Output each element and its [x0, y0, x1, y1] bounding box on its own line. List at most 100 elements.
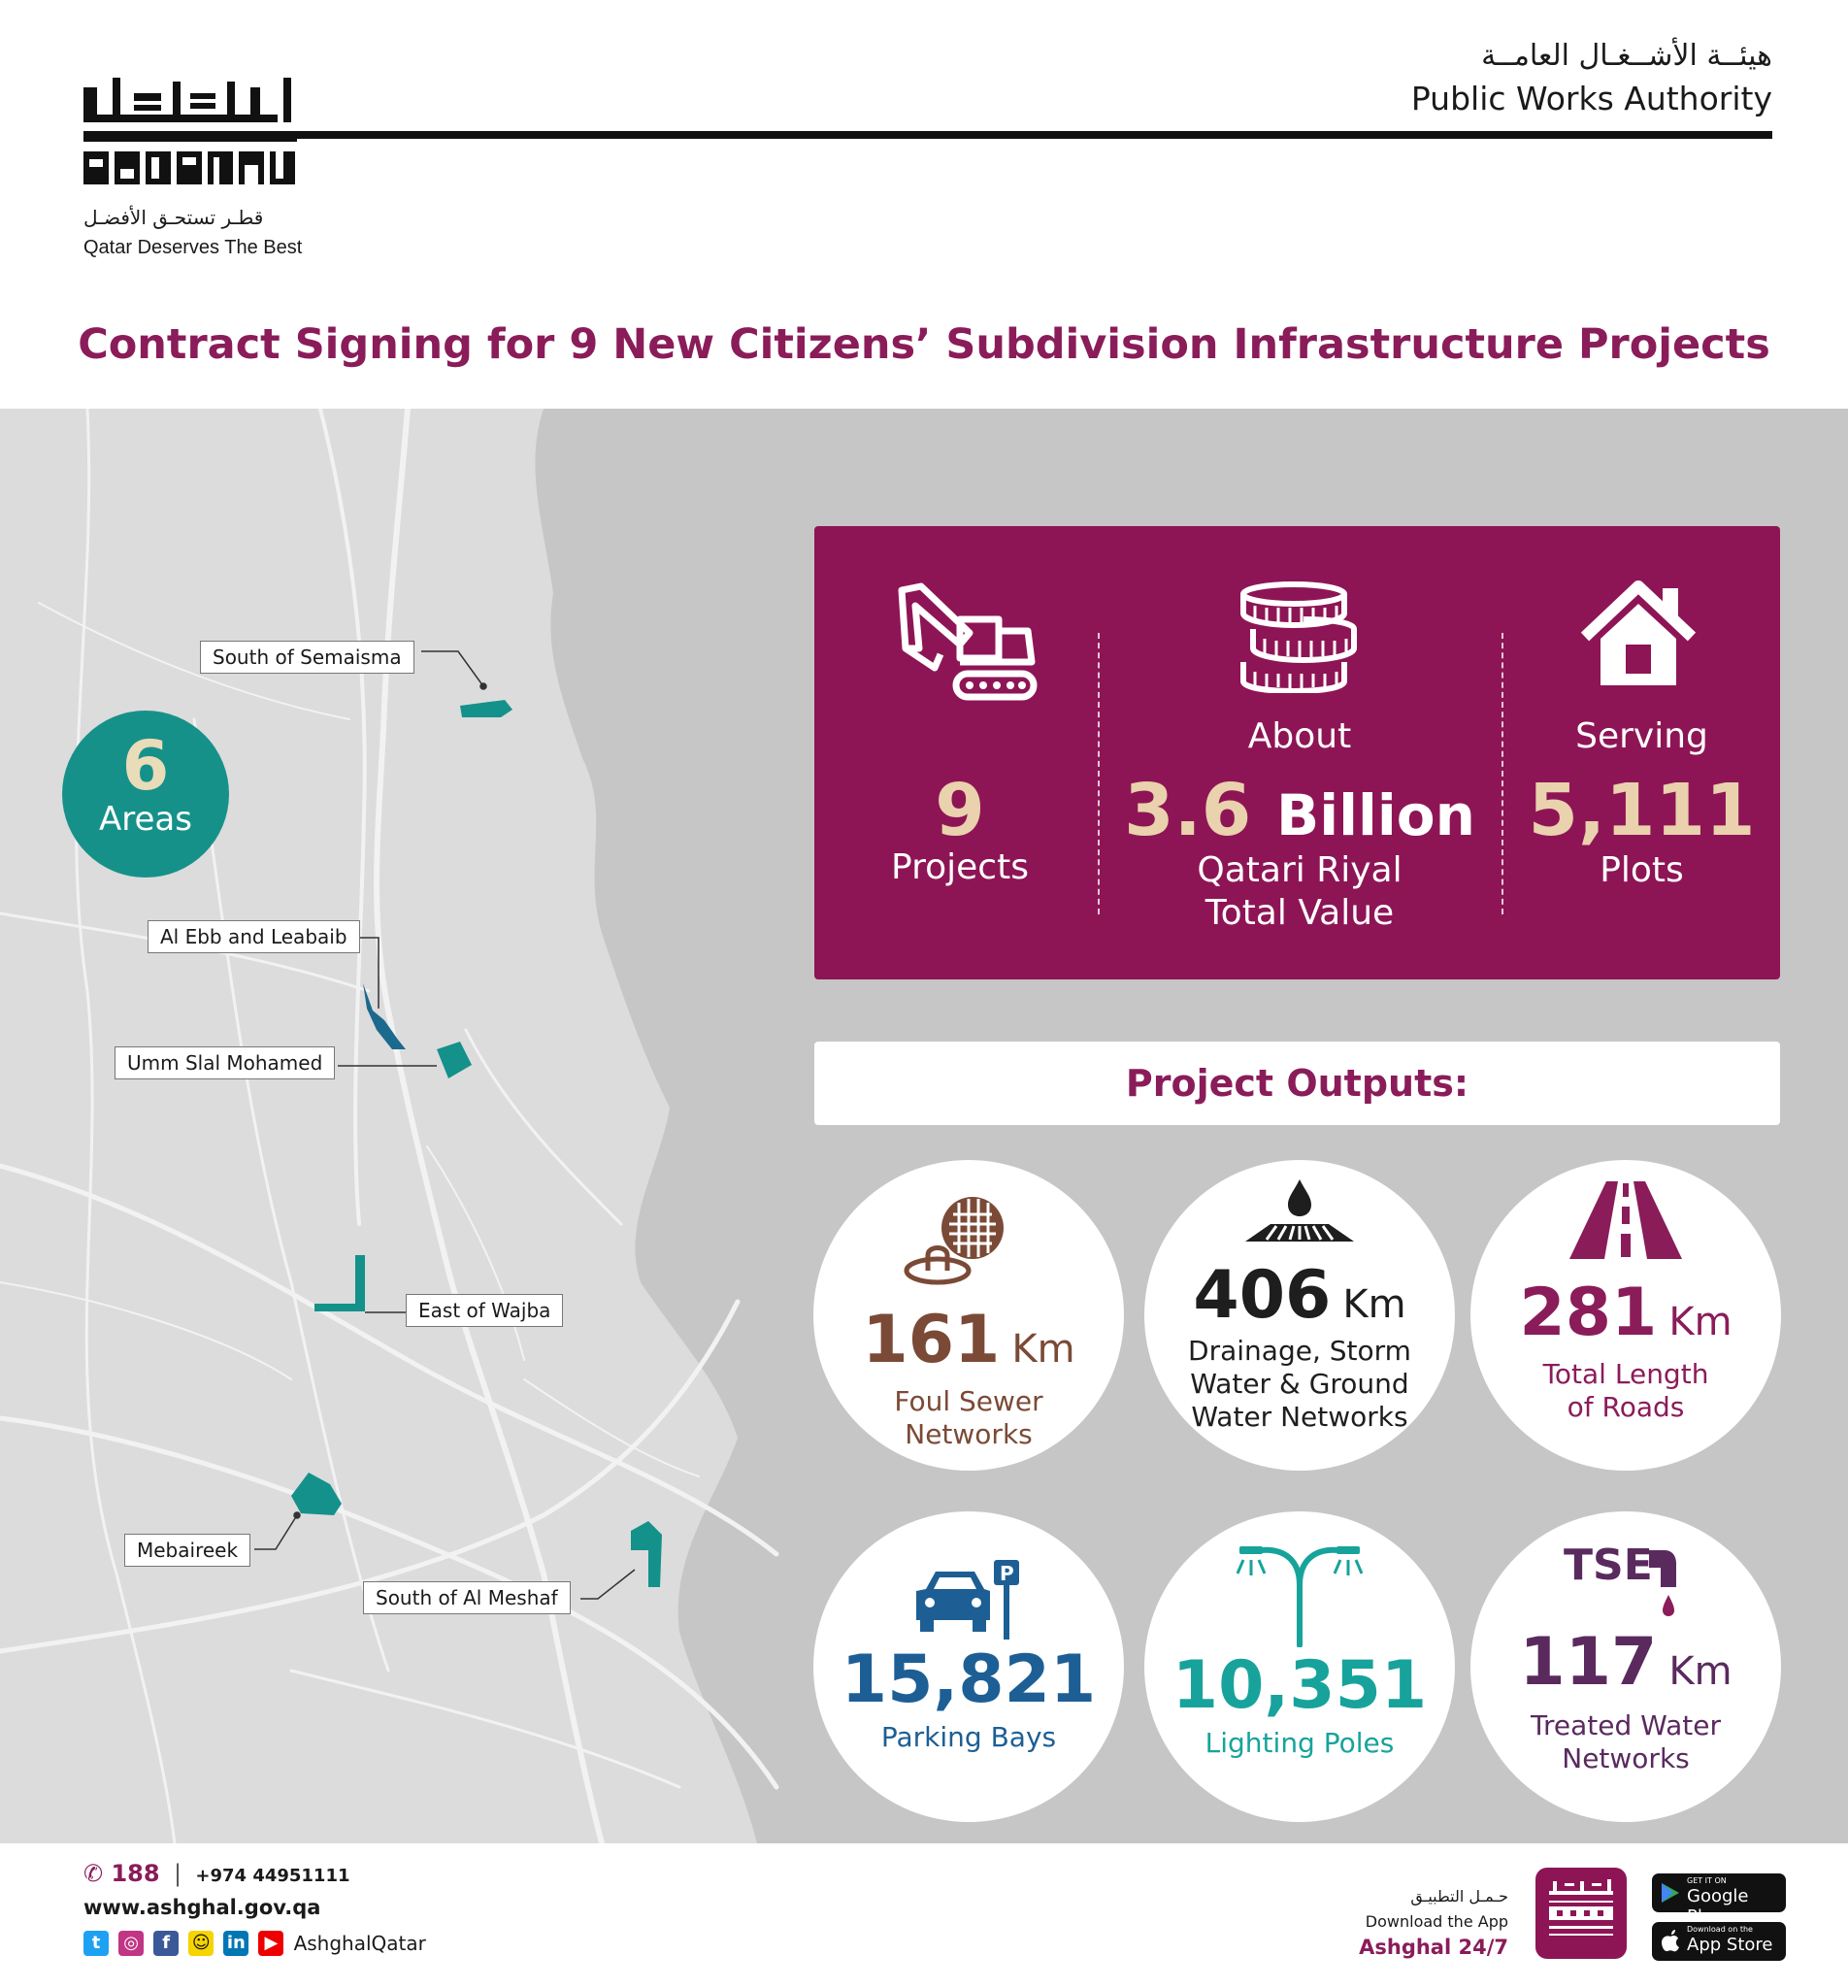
stat-plots: Serving 5,111 Plots — [1503, 526, 1780, 979]
area-south-of-semaisma — [460, 700, 512, 717]
coins-icon — [1240, 581, 1357, 693]
hotline[interactable]: ✆ 188 | +974 44951111 — [83, 1860, 350, 1887]
map-label-umm-slal-mohamed: Umm Slal Mohamed — [115, 1046, 336, 1079]
treated-water-number: 117 — [1519, 1624, 1658, 1701]
snapchat-icon[interactable]: ☺ — [188, 1931, 214, 1956]
plots-label: Plots — [1600, 850, 1684, 890]
value-unit: Billion — [1275, 782, 1475, 848]
lighting-value: 10,351 — [1144, 1647, 1455, 1724]
output-treated-water: TSE 117 Km Treated Water Networks — [1470, 1511, 1781, 1822]
areas-count-badge: 6 Areas — [62, 711, 229, 878]
website-link[interactable]: www.ashghal.gov.qa — [83, 1896, 321, 1919]
authority-name-arabic: هيئــة الأشــغـال العامــة — [1481, 39, 1772, 73]
drainage-desc-line1: Drainage, Storm — [1188, 1335, 1411, 1367]
output-foul-sewer: 161 Km Foul Sewer Networks — [813, 1160, 1124, 1471]
excavator-icon — [898, 582, 1038, 701]
tagline-english: Qatar Deserves The Best — [83, 237, 303, 258]
map-label-east-of-wajba: East of Wajba — [406, 1294, 564, 1327]
roads-desc-line2: of Roads — [1567, 1391, 1685, 1423]
authority-name-english: Public Works Authority — [1410, 80, 1772, 117]
app-store-caption: Download on the — [1687, 1925, 1753, 1934]
stats-divider — [1502, 633, 1503, 914]
house-icon — [1580, 580, 1697, 685]
projects-count: 9 — [935, 769, 985, 852]
ashghal-logo — [83, 78, 297, 217]
hotline-number: 188 — [111, 1860, 160, 1887]
treated-water-value: 117 Km — [1470, 1624, 1781, 1701]
treated-water-unit: Km — [1668, 1649, 1732, 1694]
app-store-label: App Store — [1687, 1935, 1773, 1955]
stats-panel: 9 Projects About 3.6 Billion Qatari Riya… — [814, 526, 1780, 979]
output-lighting: 10,351 Lighting Poles — [1144, 1511, 1455, 1822]
roads-desc: Total Length of Roads — [1470, 1358, 1781, 1424]
areas-label: Areas — [99, 800, 192, 839]
foul-sewer-desc-line2: Networks — [905, 1418, 1033, 1450]
drainage-desc-line3: Water Networks — [1191, 1401, 1408, 1433]
outputs-header: Project Outputs: — [814, 1042, 1780, 1125]
app-name: Ashghal 24/7 — [1359, 1936, 1508, 1959]
drainage-desc: Drainage, Storm Water & Ground Water Net… — [1144, 1335, 1455, 1434]
areas-count: 6 — [121, 726, 170, 806]
road-icon — [1569, 1181, 1682, 1259]
instagram-icon[interactable]: ◎ — [118, 1931, 145, 1956]
foul-sewer-number: 161 — [862, 1302, 1001, 1378]
stat-projects: 9 Projects — [814, 526, 1106, 979]
lighting-desc: Lighting Poles — [1204, 1727, 1395, 1759]
drainage-number: 406 — [1193, 1257, 1332, 1334]
parking-value: 15,821 — [813, 1641, 1124, 1718]
drainage-unit: Km — [1342, 1282, 1406, 1327]
map-label-al-ebb-and-leabaib: Al Ebb and Leabaib — [148, 920, 360, 953]
google-play-button[interactable]: GET IT ON Google Play — [1652, 1873, 1786, 1927]
treated-water-desc-line2: Networks — [1562, 1742, 1690, 1774]
parking-car-icon: P — [916, 1560, 1019, 1640]
outputs-title: Project Outputs: — [1125, 1062, 1469, 1105]
hotline-separator: | — [173, 1860, 182, 1887]
output-parking: P 15,821 Parking Bays — [813, 1511, 1124, 1822]
roads-number: 281 — [1519, 1275, 1658, 1351]
area-south-of-al-meshaf — [631, 1521, 662, 1587]
tse-tap-icon: TSE — [1564, 1541, 1676, 1616]
youtube-icon[interactable]: ▶ — [258, 1931, 284, 1956]
parking-number: 15,821 — [841, 1641, 1097, 1718]
svg-text:P: P — [1000, 1562, 1014, 1585]
area-al-ebb-and-leabaib — [363, 983, 406, 1049]
social-links: t ◎ f ☺ in ▶ AshghalQatar — [83, 1931, 426, 1956]
download-english: Download the App — [1365, 1912, 1508, 1931]
phone-icon: ✆ — [83, 1860, 104, 1887]
output-drainage: 406 Km Drainage, Storm Water & Ground Wat… — [1144, 1160, 1455, 1471]
roads-unit: Km — [1668, 1300, 1732, 1344]
page-title: Contract Signing for 9 New Citizens’ Sub… — [78, 320, 1770, 369]
drainage-drop-icon — [1245, 1179, 1354, 1242]
output-roads: 281 Km Total Length of Roads — [1470, 1160, 1781, 1471]
apple-icon — [1662, 1930, 1679, 1952]
roads-value: 281 Km — [1470, 1275, 1781, 1351]
foul-sewer-desc: Foul Sewer Networks — [813, 1385, 1124, 1451]
plots-count: 5,111 — [1528, 769, 1756, 852]
download-arabic: حـمـل التطبيـق — [1410, 1887, 1508, 1905]
treated-water-desc-line1: Treated Water — [1531, 1709, 1721, 1741]
tagline-arabic: قطـر تستحـق الأفضـل — [83, 206, 264, 229]
value-number: 3.6 — [1124, 769, 1252, 852]
google-play-icon — [1662, 1883, 1679, 1903]
twitter-icon[interactable]: t — [83, 1931, 109, 1956]
google-play-caption: GET IT ON — [1687, 1876, 1727, 1885]
facebook-icon[interactable]: f — [153, 1931, 180, 1956]
linkedin-icon[interactable]: in — [223, 1931, 249, 1956]
map-label-mebaireek: Mebaireek — [124, 1534, 251, 1567]
plots-prefix: Serving — [1575, 716, 1708, 756]
foul-sewer-desc-line1: Foul Sewer — [894, 1385, 1043, 1417]
stat-total-value: About 3.6 Billion Qatari Riyal Total Val… — [1106, 526, 1494, 979]
area-umm-slal-mohamed — [437, 1042, 472, 1078]
value-label: Total Value — [1204, 893, 1395, 933]
foul-sewer-unit: Km — [1011, 1327, 1075, 1372]
ashghal-app-icon — [1549, 1879, 1613, 1936]
roads-desc-line1: Total Length — [1542, 1358, 1709, 1390]
phone-number: +974 44951111 — [195, 1866, 350, 1886]
lighting-number: 10,351 — [1172, 1647, 1428, 1724]
tse-badge: TSE — [1564, 1541, 1653, 1590]
area-east-of-wajba — [314, 1255, 365, 1311]
app-icon[interactable] — [1535, 1868, 1627, 1959]
area-mebaireek — [291, 1473, 342, 1515]
drainage-desc-line2: Water & Ground — [1190, 1368, 1409, 1400]
app-store-button[interactable]: Download on the App Store — [1652, 1922, 1786, 1961]
